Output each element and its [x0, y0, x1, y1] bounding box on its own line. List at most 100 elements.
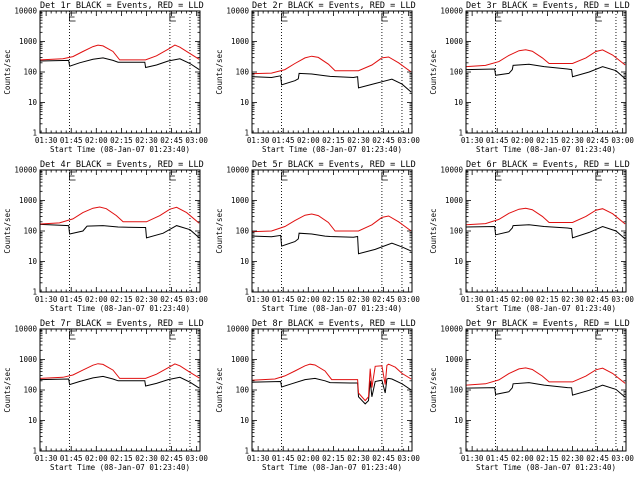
e-marker — [69, 171, 76, 181]
e-marker — [281, 171, 288, 181]
y-tick-label: 1 — [244, 447, 249, 456]
x-tick-label: 02:45 — [160, 136, 183, 145]
y-tick-label: 1000 — [231, 37, 250, 46]
y-tick-label: 1 — [32, 288, 37, 297]
e-marker — [381, 171, 388, 181]
x-tick-label: 03:00 — [185, 454, 208, 463]
y-tick-label: 10000 — [440, 166, 463, 175]
x-axis-label: Start Time (08-Jan-07 01:23:40) — [262, 145, 402, 154]
x-tick-label: 02:30 — [561, 295, 584, 304]
y-tick-label: 1000 — [19, 196, 38, 205]
x-tick-label: 02:45 — [372, 454, 395, 463]
x-tick-label: 02:15 — [322, 295, 345, 304]
x-tick-label: 02:30 — [561, 136, 584, 145]
x-tick-label: 03:00 — [397, 136, 420, 145]
x-axis-label: Start Time (08-Jan-07 01:23:40) — [50, 304, 190, 313]
y-tick-label: 1 — [32, 129, 37, 138]
plot-frame — [465, 169, 627, 293]
panel-title: Det 2r BLACK = Events, RED = LLD — [252, 1, 416, 11]
e-marker — [281, 330, 288, 340]
plot-frame — [39, 10, 201, 134]
x-tick-label: 02:15 — [536, 136, 559, 145]
y-tick-label: 10000 — [14, 166, 37, 175]
e-marker — [595, 12, 602, 22]
y-tick-label: 1000 — [231, 355, 250, 364]
x-axis-label: Start Time (08-Jan-07 01:23:40) — [476, 463, 616, 472]
x-axis-label: Start Time (08-Jan-07 01:23:40) — [476, 145, 616, 154]
events-series-line — [252, 232, 412, 255]
x-tick-label: 02:45 — [372, 136, 395, 145]
y-tick-label: 10000 — [226, 325, 249, 334]
y-tick-label: 1000 — [19, 355, 38, 364]
x-tick-label: 02:30 — [347, 136, 370, 145]
x-tick-label: 01:45 — [272, 295, 295, 304]
panel-title: Det 6r BLACK = Events, RED = LLD — [466, 160, 630, 170]
lld-series-line — [40, 44, 200, 61]
panel-title: Det 5r BLACK = Events, RED = LLD — [252, 160, 416, 170]
y-tick-label: 100 — [23, 227, 37, 236]
y-tick-label: 1 — [32, 447, 37, 456]
x-tick-label: 02:30 — [347, 454, 370, 463]
y-tick-label: 1 — [244, 129, 249, 138]
y-axis-label: Counts/sec — [3, 49, 12, 94]
x-tick-label: 01:30 — [35, 136, 58, 145]
events-series-line — [466, 224, 626, 240]
x-tick-label: 01:45 — [272, 454, 295, 463]
y-tick-label: 1 — [458, 288, 463, 297]
y-tick-label: 100 — [235, 68, 249, 77]
y-axis-label: Counts/sec — [215, 49, 224, 94]
detector-panel-8: Det 8r BLACK = Events, RED = LLD 1 10 100 10… — [215, 319, 420, 472]
lld-series-line — [252, 55, 412, 75]
x-tick-label: 03:00 — [611, 136, 634, 145]
e-marker — [169, 330, 176, 340]
detector-panel-1: Det 1r BLACK = Events, RED = LLD 1 10 100 10… — [3, 1, 208, 154]
e-marker — [495, 330, 502, 340]
plot-frame — [465, 328, 627, 452]
x-tick-label: 02:15 — [110, 454, 133, 463]
lld-series-line — [252, 213, 412, 233]
y-tick-label: 10 — [454, 98, 464, 107]
y-tick-label: 10 — [240, 416, 250, 425]
plot-frame — [251, 10, 413, 134]
y-tick-label: 10000 — [440, 7, 463, 16]
lld-series-line — [40, 363, 200, 379]
y-tick-label: 10000 — [440, 325, 463, 334]
y-tick-label: 1 — [458, 447, 463, 456]
y-axis-label: Counts/sec — [429, 49, 438, 94]
x-tick-label: 02:30 — [561, 454, 584, 463]
x-tick-label: 02:00 — [85, 454, 108, 463]
events-series-line — [252, 72, 412, 93]
lld-series-line — [252, 363, 412, 402]
x-tick-label: 02:30 — [135, 136, 158, 145]
y-tick-label: 10 — [240, 98, 250, 107]
y-axis-label: Counts/sec — [3, 208, 12, 253]
y-tick-label: 10000 — [226, 7, 249, 16]
y-tick-label: 100 — [23, 386, 37, 395]
y-tick-label: 1 — [244, 288, 249, 297]
events-series-line — [40, 57, 200, 71]
x-tick-label: 02:00 — [297, 295, 320, 304]
x-tick-label: 03:00 — [611, 295, 634, 304]
lld-series-line — [466, 49, 626, 68]
x-tick-label: 02:15 — [536, 454, 559, 463]
x-tick-label: 02:15 — [322, 454, 345, 463]
events-series-line — [40, 375, 200, 389]
x-tick-label: 02:45 — [586, 295, 609, 304]
plot-frame — [465, 10, 627, 134]
x-tick-label: 02:30 — [135, 295, 158, 304]
y-axis-label: Counts/sec — [215, 367, 224, 412]
x-tick-label: 01:45 — [60, 454, 83, 463]
y-axis-label: Counts/sec — [215, 208, 224, 253]
detector-panel-4: Det 4r BLACK = Events, RED = LLD 1 10 100 10… — [3, 160, 208, 313]
y-tick-label: 1000 — [231, 196, 250, 205]
events-series-line — [40, 223, 200, 239]
x-tick-label: 02:00 — [297, 454, 320, 463]
x-tick-label: 02:45 — [160, 454, 183, 463]
x-tick-label: 02:45 — [372, 295, 395, 304]
x-tick-label: 03:00 — [397, 295, 420, 304]
y-tick-label: 100 — [23, 68, 37, 77]
y-axis-label: Counts/sec — [429, 367, 438, 412]
x-axis-label: Start Time (08-Jan-07 01:23:40) — [50, 145, 190, 154]
x-tick-label: 01:30 — [247, 454, 270, 463]
